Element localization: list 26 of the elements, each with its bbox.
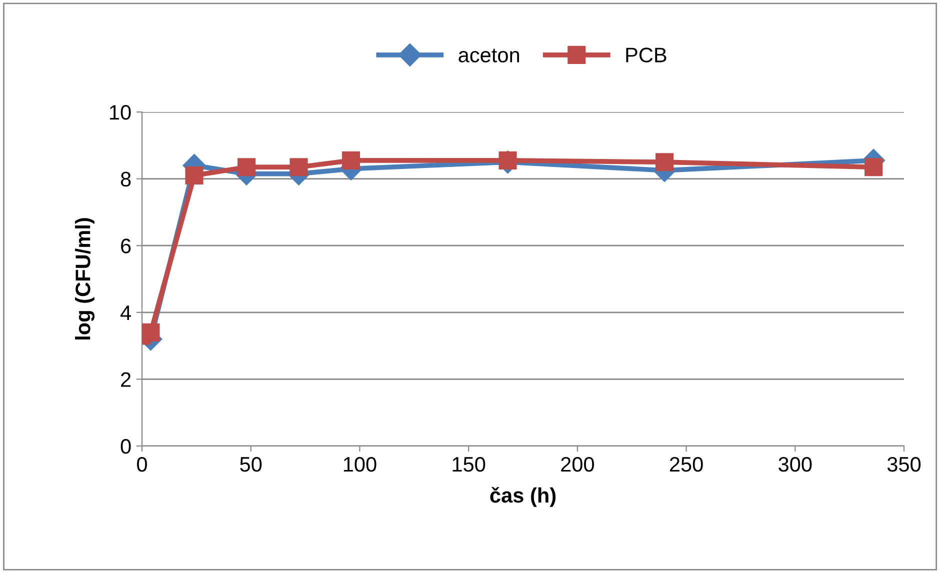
point (655, 153, 674, 172)
y-tick-label: 0 (120, 439, 131, 454)
legend-label: PCB (626, 48, 666, 62)
y-tick-label: 2 (121, 372, 131, 387)
point (864, 158, 883, 176)
legend-label: aceton (458, 48, 520, 62)
point (290, 158, 308, 176)
x-tick-label: 350 (887, 456, 921, 472)
point (237, 158, 256, 176)
x-tick-label: 50 (240, 456, 262, 472)
y-tick-label: 4 (120, 306, 131, 320)
x-tick-label: 250 (670, 456, 703, 472)
x-tick-label: 200 (561, 456, 594, 472)
x-tick-label: 0 (137, 456, 147, 472)
y-axis-title: log (CFU/ml) (75, 218, 95, 340)
point (142, 323, 160, 342)
y-tick-label: 10 (110, 105, 131, 120)
point (498, 151, 517, 170)
x-axis-title: čas (h) (490, 486, 556, 507)
y-tick-label: 8 (120, 172, 131, 187)
y-tick-label: 6 (121, 238, 131, 254)
x-tick-label: 100 (344, 456, 376, 472)
x-tick-label: 150 (452, 456, 486, 472)
x-tick-label: 300 (778, 456, 812, 472)
point (185, 166, 204, 184)
point (342, 151, 360, 170)
